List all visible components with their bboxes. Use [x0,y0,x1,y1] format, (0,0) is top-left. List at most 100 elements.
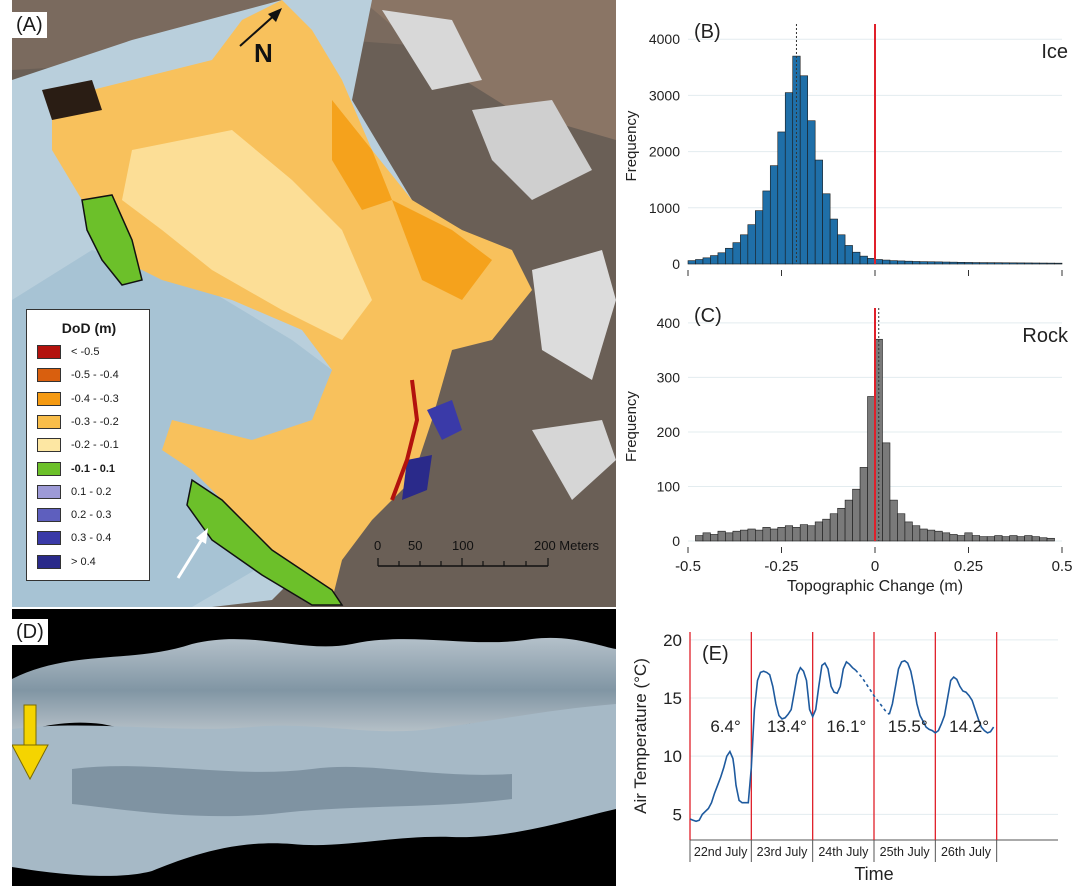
histogram-bar [829,218,838,265]
histogram-bar [1024,535,1033,542]
legend-swatch [37,508,61,523]
point-cloud-panel: (D) [12,609,616,886]
legend-label: -0.5 - -0.4 [71,369,119,382]
legend-swatch [37,414,61,429]
day-label: 23rd July [757,845,808,859]
histogram-bar [747,224,756,265]
y-tick-label: 4000 [649,31,680,47]
histogram-bar [822,518,831,542]
histogram-bar [859,255,868,265]
histogram-bar [717,252,726,265]
x-axis-label: Time [854,864,893,884]
x-tick-label: -0.25 [764,558,798,575]
legend-label: -0.3 - -0.2 [71,415,119,428]
y-axis-label: Frequency [623,391,640,462]
histogram-bar [971,535,981,542]
histogram-bar [882,442,891,542]
y-tick-label: 20 [663,631,682,650]
histogram-bar [964,532,973,542]
histogram-bar [949,534,958,542]
dod-legend: DoD (m) < -0.5 -0.5 - -0.4 -0.4 - -0.3 -0.3… [26,309,150,581]
histogram-bar [897,513,906,542]
range-annotation: 14.2° [949,717,989,736]
y-tick-label: 400 [657,315,681,331]
histogram-bar [769,165,779,265]
histogram-bar [837,507,846,542]
histogram-annotation: Rock [1022,325,1069,347]
histogram-bar [964,262,973,265]
histogram-bar [1009,535,1018,542]
panel-label: (B) [694,21,721,43]
x-tick-label: 0 [871,558,879,575]
panel-label: (E) [702,643,729,665]
histogram-bar [844,245,853,265]
y-axis-label: Frequency [623,110,640,181]
y-tick-label: 100 [657,478,681,494]
histogram-bar [956,535,966,542]
positive-change-patch [402,455,432,500]
x-tick-label: 0.25 [954,558,983,575]
y-tick-label: 5 [673,805,682,824]
y-tick-label: 2000 [649,144,680,160]
histogram-bar [852,488,861,542]
histogram-bar [912,525,921,542]
legend-label: -0.2 - -0.1 [71,439,119,452]
legend-swatch [37,531,61,546]
y-tick-label: 0 [672,533,680,549]
legend-label: > 0.4 [71,555,96,568]
y-tick-label: 10 [663,747,682,766]
histogram-bar [814,521,823,542]
histogram-bar [1001,536,1010,542]
legend-swatch [37,484,61,499]
histogram-bar [874,259,883,265]
snow-patch [472,100,592,200]
histogram-bar [994,535,1003,542]
temperature-line [888,659,995,734]
snow-patch [382,10,482,90]
strong-loss-fringe [390,379,420,501]
legend-swatch [37,345,61,359]
y-tick-label: 1000 [649,200,680,216]
histogram-bar [702,257,711,265]
dod-zone-orange [392,200,492,300]
histogram-bar [710,255,719,265]
point-cloud-upper [12,637,616,744]
day-label: 24th July [818,845,869,859]
histogram-bar [1031,536,1040,542]
histogram-bar [740,529,749,542]
histogram-bar [986,262,995,265]
histogram-bar [747,528,756,542]
stable-area-south [186,478,344,606]
legend-label: -0.4 - -0.3 [71,392,119,405]
histogram-bar [777,527,786,542]
temperature-gap-line [854,669,890,715]
day-label: 26th July [941,845,992,859]
legend-swatch [37,554,61,569]
white-arrow [176,528,208,579]
histogram-bar [844,499,853,542]
day-label: 22nd July [694,845,748,859]
histogram-bar [927,529,936,542]
histogram-bar [919,528,928,542]
legend-label: 0.1 - 0.2 [71,485,112,498]
histogram-bar [934,530,943,542]
histogram-bar [942,532,951,542]
air-temperature-chart: 5 10 15 20 22nd July 23rd July 24th July 25th J… [631,631,1058,884]
dod-map-panel: N 0 50 100 200 Meters [12,0,616,607]
histogram-annotation: Ice [1041,41,1068,63]
north-label: N [254,38,273,68]
histogram-bar [852,251,861,265]
histogram-bar [784,525,794,542]
stable-area-north [81,194,143,286]
histogram-bar [1046,537,1055,542]
histogram-bar [755,529,764,542]
histogram-bar [971,262,981,265]
histogram-bar [829,513,838,542]
histogram-bar [889,260,898,265]
dark-scatter [42,80,102,120]
temperature-line [689,660,857,823]
histogram-bar [859,467,868,542]
positive-change-patch [427,400,462,440]
histogram-bar [710,534,719,542]
histogram-bar [1046,262,1055,265]
